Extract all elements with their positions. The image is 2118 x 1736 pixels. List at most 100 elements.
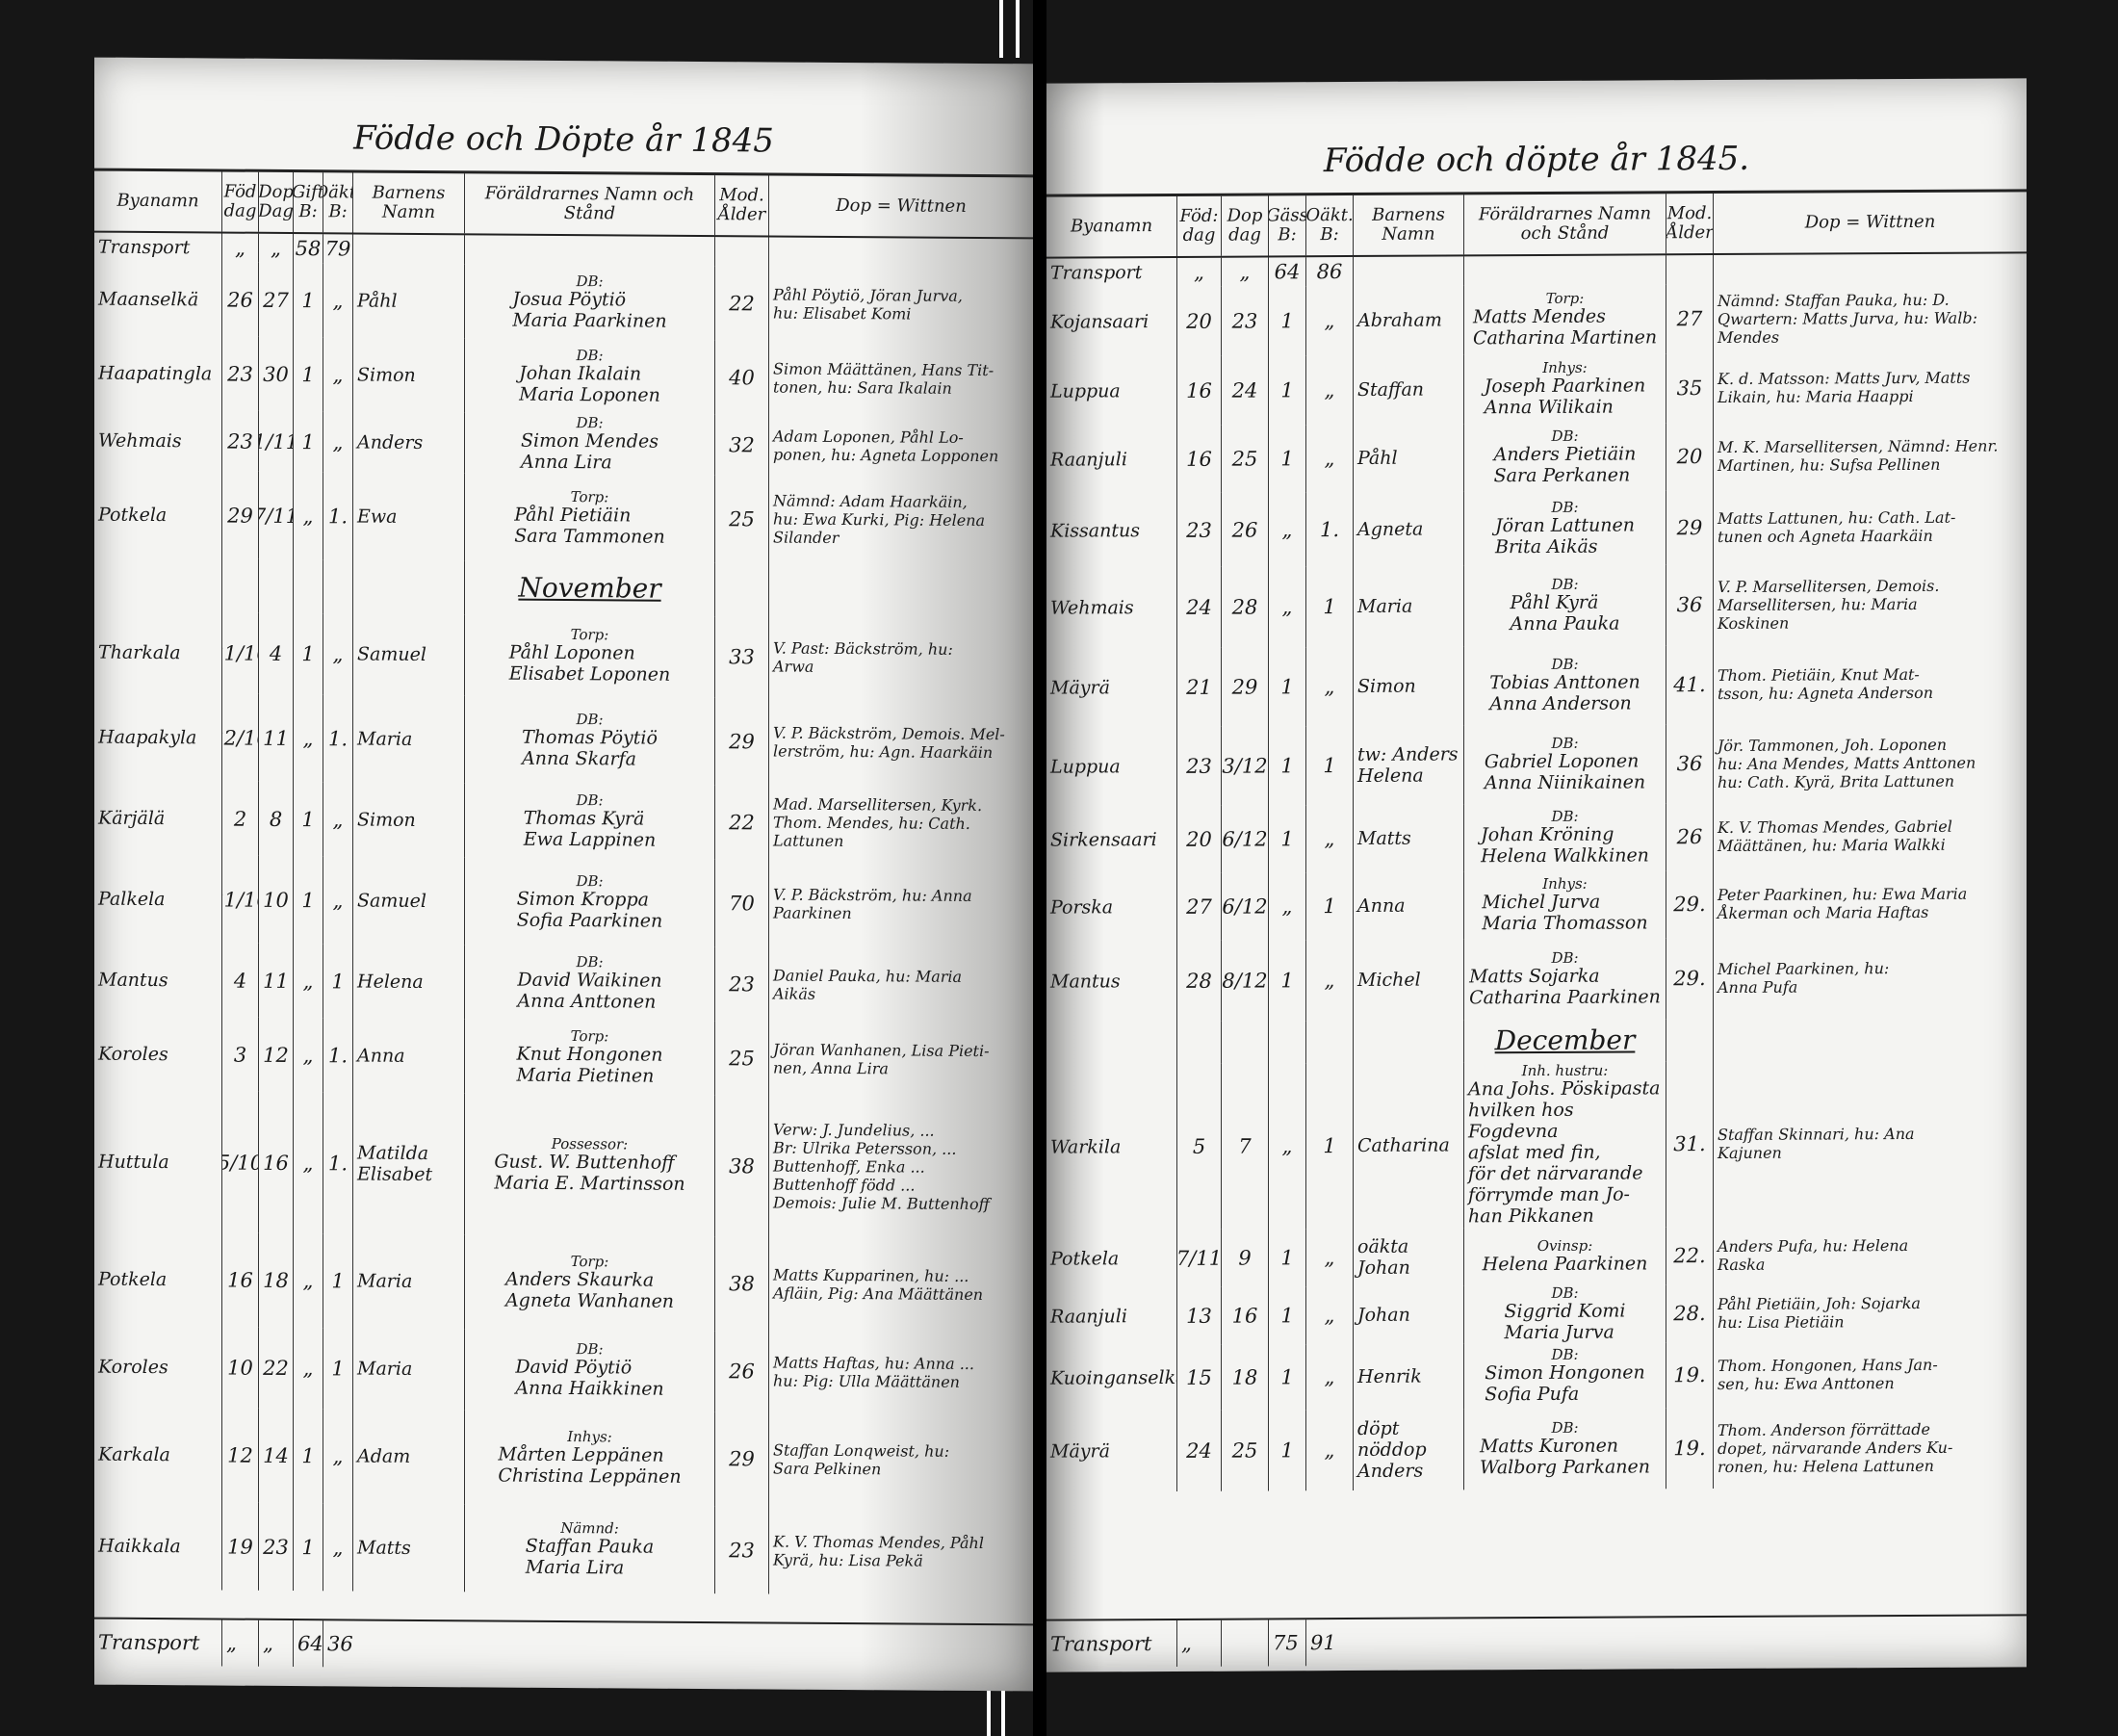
age-cell: 31. xyxy=(1666,1061,1714,1228)
baptism-entry-row: Mäyrä 24 25 1 „ döpt nöddop Anders DB: Matts Ku… xyxy=(1046,1406,2027,1492)
oakta-cell: „ xyxy=(323,411,353,473)
gift-cell: „ xyxy=(1269,1063,1306,1230)
oakta-cell: „ xyxy=(323,613,353,695)
parent-status: Torp: xyxy=(570,1253,609,1271)
parent-names: Johan Kröning Helena Walkkinen xyxy=(1481,823,1649,868)
oakta-cell: „ xyxy=(323,782,353,857)
transport-fod: „ xyxy=(1177,1619,1222,1667)
parent-names: Knut Hongonen Maria Pietinen xyxy=(516,1043,663,1087)
parent-status: Torp: xyxy=(570,626,609,644)
dop-cell: 8/12 xyxy=(1222,940,1269,1022)
oakta-cell: 1 xyxy=(1306,871,1354,941)
place-cell: Kuoinganselkä xyxy=(1046,1344,1177,1412)
empty-cell xyxy=(1177,1021,1222,1064)
transport-dop: „ xyxy=(259,1619,294,1668)
fod-cell: 16 xyxy=(1177,425,1222,493)
oakta-cell: 1 xyxy=(323,1328,353,1410)
parent-names: David Pöytiö Anna Haikkinen xyxy=(515,1356,664,1400)
baptism-entry-row: Potkela 16 18 „ 1 Maria Torp: Anders Skaurka Ag… xyxy=(94,1231,1033,1334)
parents-cell: DB: Jöran Lattunen Brita Aikäs xyxy=(1464,490,1666,566)
place-cell: Luppua xyxy=(1046,355,1177,427)
parent-names: Påhl Pietiäin Sara Tammonen xyxy=(514,504,665,548)
witnesses-cell: K. V. Thomas Mendes, Påhl Kyrä, hu: Lisa… xyxy=(773,1532,984,1570)
parent-status: DB: xyxy=(1551,807,1579,825)
register-table: Byanamn Föd: dag Dop dag Gäss B: Oäkt. B: Bar… xyxy=(1046,189,2027,1492)
parent-status: DB: xyxy=(1551,655,1579,673)
fod-cell: 23 xyxy=(222,336,259,411)
parent-status: DB: xyxy=(1551,427,1579,445)
parent-names: Simon Hongonen Sofia Pufa xyxy=(1485,1361,1645,1406)
parents-cell: DB: Simon Mendes Anna Lira xyxy=(465,412,715,476)
baptism-entry-row: Haikkala 19 23 1 „ Matts Nämnd: Staffan Pauka M… xyxy=(94,1501,1033,1596)
place-cell: Transport xyxy=(94,232,222,263)
baptism-entry-row: Potkela 29 7/11 „ 1. Ewa Torp: Påhl Pietiäin Sa… xyxy=(94,470,1033,565)
baptism-entry-row: Mantus 4 11 „ 1 Helena DB: David Waikinen Anna … xyxy=(94,942,1033,1023)
name-cell: Samuel xyxy=(353,856,465,946)
age-cell: 19. xyxy=(1666,1342,1714,1409)
dop-cell: 3/12 xyxy=(1222,726,1269,806)
witnesses-cell: Jöran Wanhanen, Lisa Pieti- nen, Anna Li… xyxy=(773,1040,990,1077)
baptism-entry-row: Kärjälä 2 8 1 „ Simon DB: Thomas Kyrä Ewa Lappi… xyxy=(94,780,1033,862)
page-title: Födde och Döpte år 1845 xyxy=(353,118,774,161)
column-header: Byanamn xyxy=(94,170,222,232)
age-cell xyxy=(1666,255,1714,285)
place-cell: Karkala xyxy=(94,1407,222,1503)
fod-cell: 29 xyxy=(222,471,259,559)
parents-cell: DB: Matts Sojarka Catharina Paarkinen xyxy=(1464,938,1666,1021)
parent-status: Possessor: xyxy=(551,1134,629,1153)
parents-cell: Inhys: Michel Jurva Maria Thomasson xyxy=(1464,870,1666,940)
parent-names: Siggrid Komi Maria Jurva xyxy=(1504,1300,1626,1344)
gift-cell: 1 xyxy=(294,782,323,857)
gift-cell: „ xyxy=(1269,872,1306,941)
baptism-entry-row: Mantus 28 8/12 1 „ Michel DB: Matts Sojarka Cat… xyxy=(1046,936,2027,1023)
oakta-cell: „ xyxy=(1306,354,1354,426)
name-cell: Helena xyxy=(353,944,465,1020)
oakta-cell: 1 xyxy=(1306,565,1354,648)
witnesses-cell: V. P. Bäckström, hu: Anna Paarkinen xyxy=(773,885,972,922)
empty-cell xyxy=(1306,1020,1354,1064)
parent-status: DB: xyxy=(1551,1418,1579,1437)
gift-cell: 1 xyxy=(294,337,323,412)
baptism-entry-row: Porska 27 6/12 „ 1 Anna Inhys: Michel Jurva Mar… xyxy=(1046,868,2027,942)
parents-cell: DB: Josua Pöytiö Maria Paarkinen xyxy=(465,264,715,341)
age-cell: 19. xyxy=(1666,1408,1714,1490)
fod-cell: 4 xyxy=(222,943,259,1018)
parent-names: Matts Mendes Catharina Martinen xyxy=(1472,305,1658,350)
parent-status: DB: xyxy=(1551,498,1579,516)
fod-cell: 23 xyxy=(1177,726,1222,806)
dop-cell: 18 xyxy=(259,1232,294,1329)
empty-cell xyxy=(222,558,259,613)
place-cell: Porska xyxy=(1046,872,1177,942)
oakta-cell: „ xyxy=(1306,1228,1354,1287)
parent-names: Gabriel Loponen Anna Niinikainen xyxy=(1484,750,1646,794)
place-cell: Kissantus xyxy=(1046,492,1177,568)
age-cell: 22 xyxy=(715,266,769,341)
baptism-entry-row: Karkala 12 14 1 „ Adam Inhys: Mårten Leppänen C… xyxy=(94,1407,1033,1509)
place-cell: Transport xyxy=(1046,257,1177,288)
parents-cell: Possessor: Gust. W. Buttenhoff Maria E. M… xyxy=(465,1093,715,1237)
name-cell: Simon xyxy=(353,337,465,413)
oakta-cell: 79 xyxy=(323,234,353,264)
baptism-entry-row: Potkela 7/11 9 1 „ oäkta Johan Ovinsp: Helena P… xyxy=(1046,1225,2027,1288)
baptism-entry-row: Koroles 3 12 „ 1. Anna Torp: Knut Hongonen Mari… xyxy=(94,1016,1033,1098)
parent-names: Anders Skaurka Agneta Wanhanen xyxy=(504,1268,675,1312)
parents-cell xyxy=(465,235,715,267)
empty-cell xyxy=(769,562,1033,618)
witnesses-cell: Adam Loponen, Påhl Lo- ponen, hu: Agneta… xyxy=(773,427,999,465)
place-cell: Mantus xyxy=(94,942,222,1018)
dop-cell: 29 xyxy=(1222,647,1269,727)
witnesses-cell: Thom. Anderson förrättade dopet, närvara… xyxy=(1718,1419,1953,1476)
gift-cell: 1 xyxy=(1269,1410,1306,1491)
right-register-page: Födde och döpte år 1845. Byanamn Föd: dag… xyxy=(1046,78,2027,1672)
column-header: Mod. Ålder xyxy=(1666,194,1714,254)
name-cell: Agneta xyxy=(1354,491,1464,566)
dop-cell: 27 xyxy=(259,262,294,338)
binding-mark xyxy=(987,1675,991,1736)
name-cell: döpt nöddop Anders xyxy=(1354,1409,1464,1490)
parent-status: DB: xyxy=(1551,575,1579,593)
baptism-entry-row: Wehmais 24 28 „ 1 Maria DB: Påhl Kyrä Anna Pauk… xyxy=(1046,562,2027,649)
parents-cell: DB: Gabriel Loponen Anna Niinikainen xyxy=(1464,724,1666,805)
parent-status: DB: xyxy=(1551,734,1579,752)
witnesses-cell: Staffan Lonqweist, hu: Sara Pelkinen xyxy=(773,1440,950,1479)
book-binding xyxy=(1033,0,1046,1736)
